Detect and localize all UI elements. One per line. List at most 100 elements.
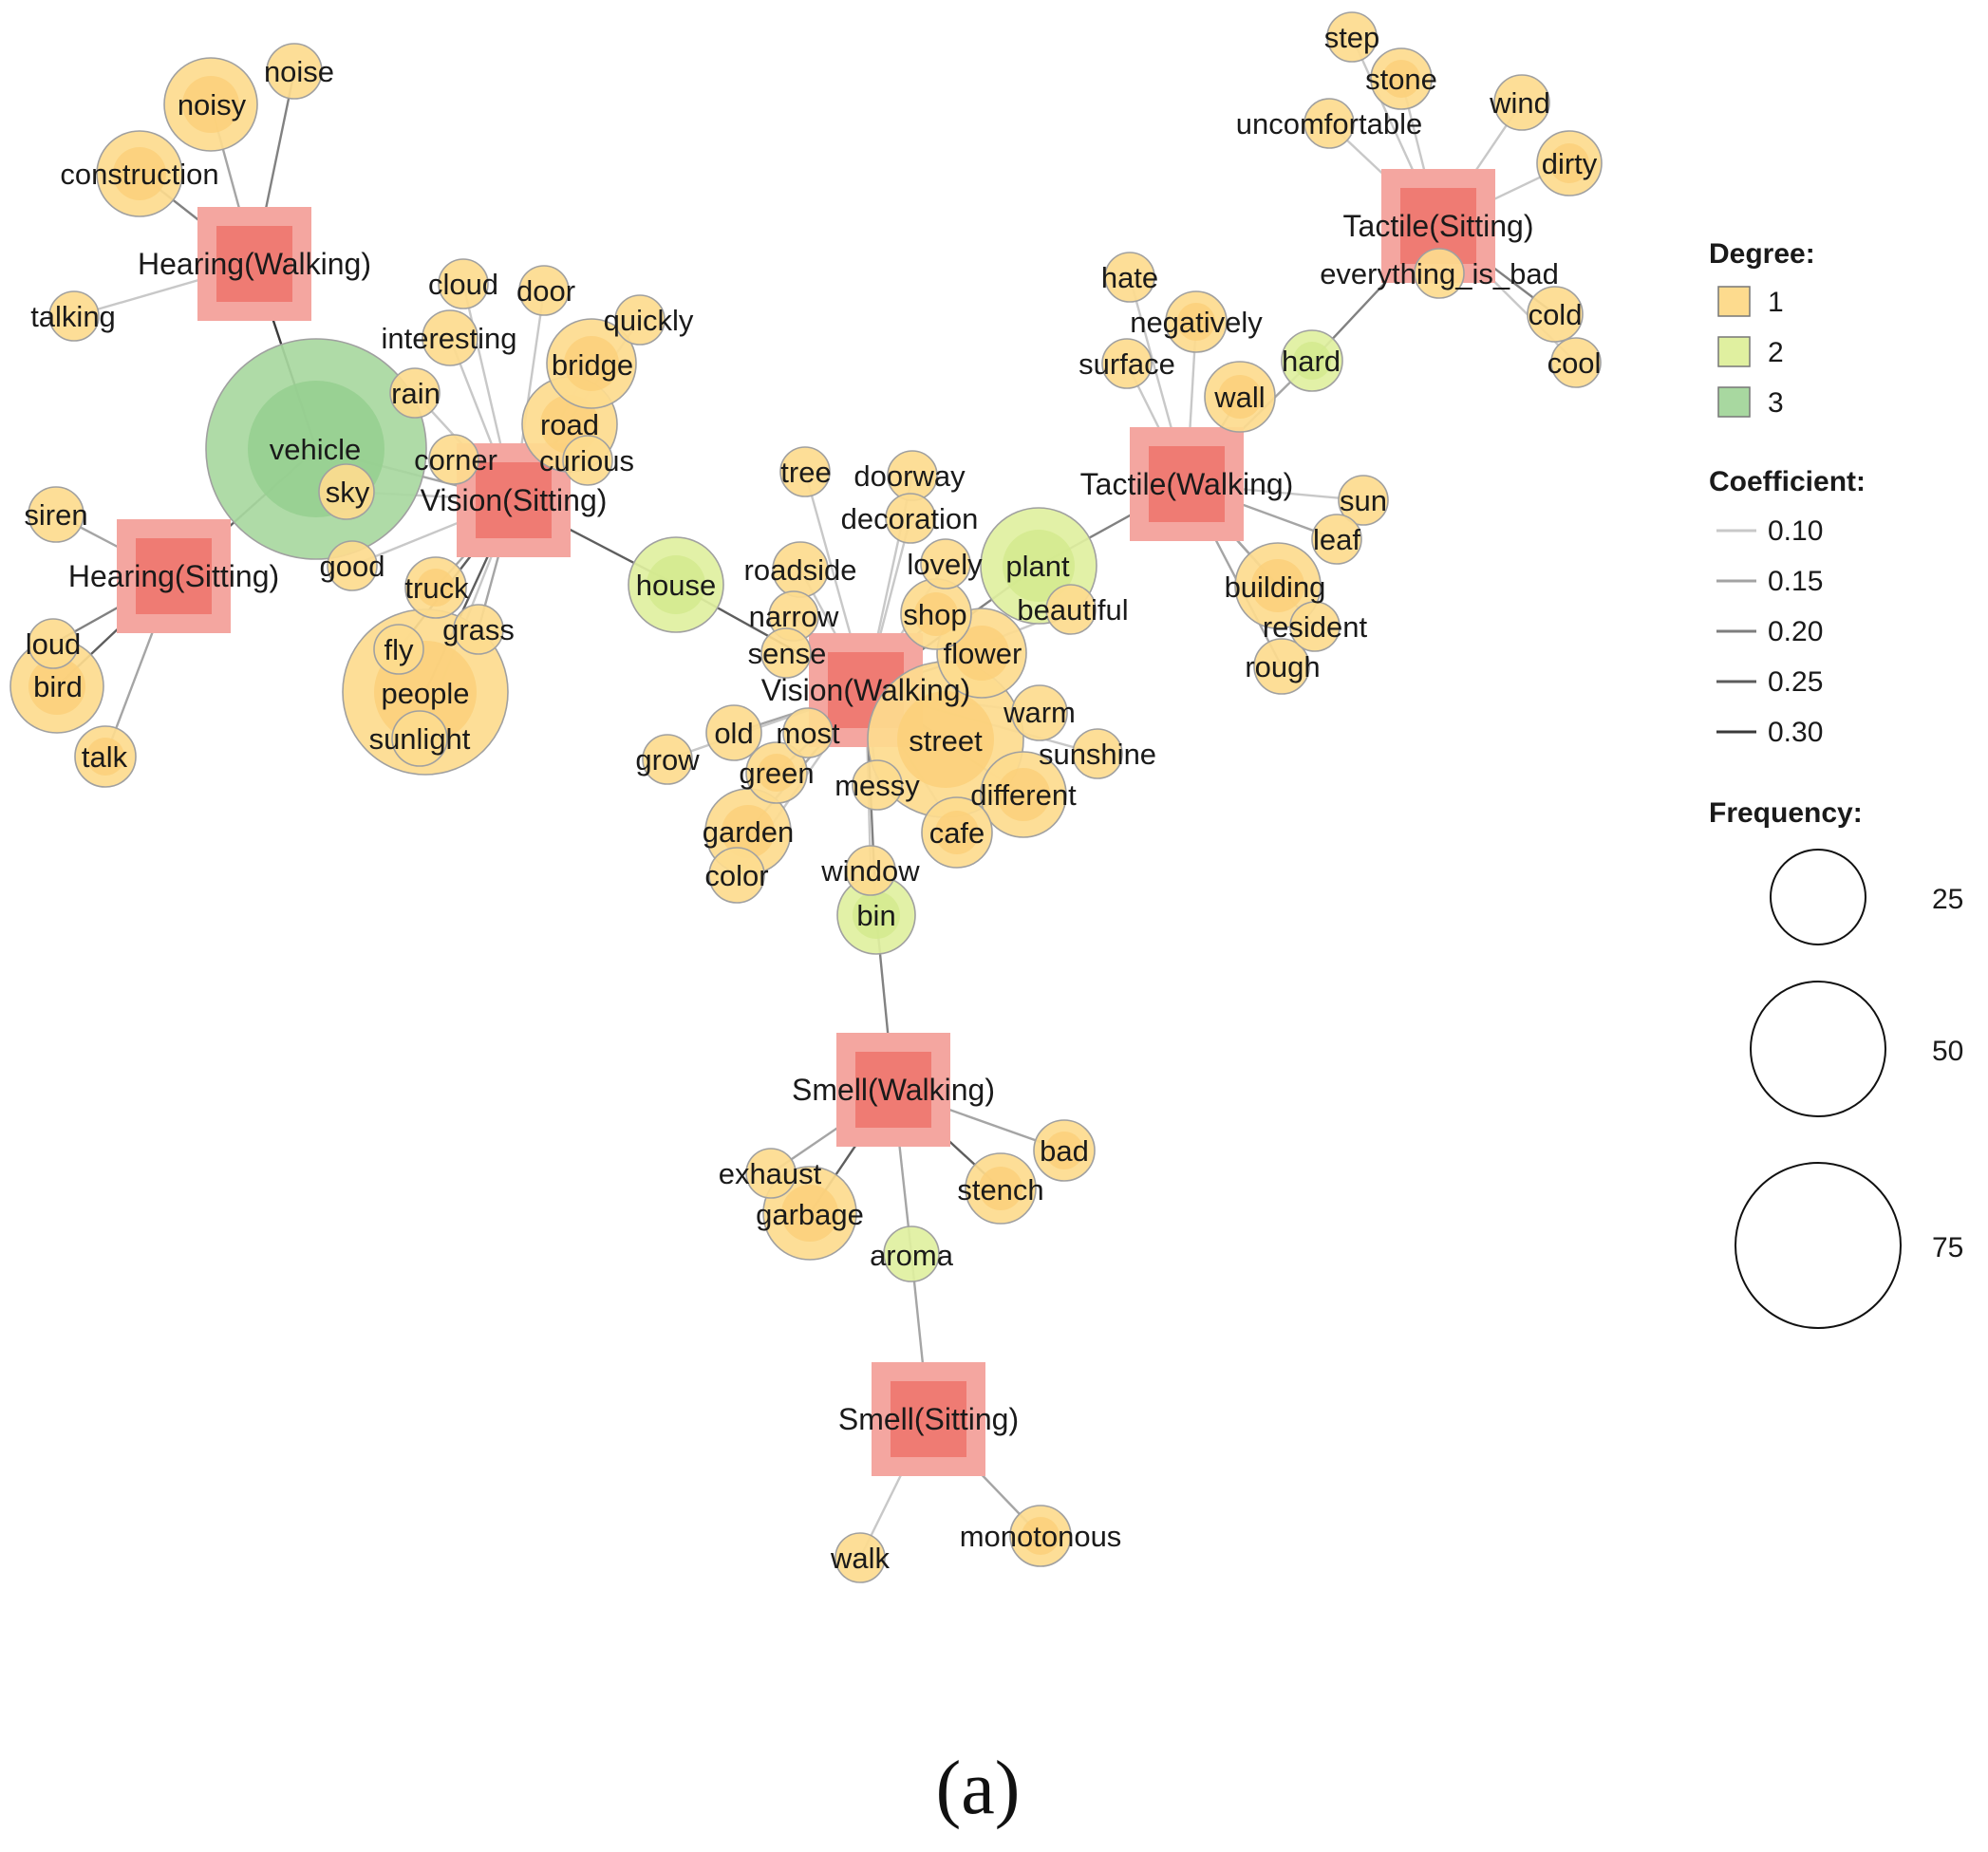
word-node-grass [453,604,504,655]
word-node-construction [96,130,183,217]
word-node-aroma [883,1225,940,1282]
word-node-loud [28,618,79,669]
word-node-bird [9,639,104,734]
word-node-step [1326,11,1378,63]
word-label-doorway: doorway [853,459,966,493]
word-node-cool [1550,337,1602,388]
word-node-core [954,626,1009,681]
word-label-quickly: quickly [604,304,694,337]
word-label-talk: talk [82,740,128,774]
word-node-circle [614,294,666,346]
word-node-rough [1253,638,1310,695]
word-node-circle [760,627,812,679]
word-node-stone [1370,47,1433,110]
word-node-circle [782,707,834,758]
word-node-circle [779,446,831,497]
word-node-stench [965,1152,1037,1225]
word-node-circle [1289,601,1341,652]
word-node-resident [1289,601,1341,652]
word-node-house [628,536,724,633]
category-node-smell-walking [836,1033,950,1147]
word-node-shop [900,578,972,650]
category-node-inner [891,1381,966,1457]
word-label-cool: cool [1547,346,1602,380]
word-node-circle [708,847,765,904]
legend-frequency-circle-75 [1735,1162,1902,1329]
word-node-sun [1338,475,1389,526]
word-node-circle [428,434,479,485]
category-node-inner [136,538,212,614]
legend-coefficient-title: Coefficient: [1709,466,1866,497]
word-node-circle [1303,98,1355,149]
legend-degree-label-3: 3 [1768,387,1784,419]
word-label-bird: bird [33,670,83,703]
word-node-tree [779,446,831,497]
word-node-everything-is-bad [1414,248,1465,299]
word-label-resident: resident [1263,610,1368,644]
word-label-uncomfortable: uncomfortable [1236,107,1422,140]
legend-coefficient-label-025: 0.25 [1768,666,1823,698]
word-node-sunlight [391,710,448,767]
word-node-core [86,738,124,776]
word-node-circle [835,1532,886,1583]
word-label-loud: loud [26,627,82,661]
word-node-window [845,845,896,896]
legend-degree-title: Degree: [1709,238,1815,270]
word-node-core [113,147,166,200]
word-label-vehicle: vehicle [270,433,362,466]
word-node-bridge [546,318,637,409]
word-node-core [722,805,775,858]
word-label-messy: messy [835,769,920,802]
word-label-grass: grass [442,613,515,646]
word-label-cloud: cloud [428,268,498,301]
word-label-exhaust: exhaust [719,1157,822,1190]
category-label-smell-sitting: Smell(Sitting) [838,1402,1019,1436]
word-node-core [979,1167,1022,1210]
category-label-vision-sitting: Vision(Sitting) [421,483,608,517]
word-label-construction: construction [60,158,218,191]
word-node-core [1382,60,1420,98]
word-label-people: people [381,677,469,710]
category-node-hearing-walking [197,207,311,321]
word-node-circle [373,624,424,675]
word-label-bin: bin [856,899,895,932]
word-label-curious: curious [539,444,634,477]
word-label-monotonous: monotonous [960,1520,1122,1553]
category-node-inner [216,226,292,302]
word-label-road: road [540,408,599,441]
word-node-circle [705,704,762,761]
word-node-walk [835,1532,886,1583]
word-node-circle [1414,248,1465,299]
word-label-sky: sky [326,476,370,509]
word-node-bin [836,875,916,955]
word-label-plant: plant [1005,550,1070,583]
word-label-negatively: negatively [1130,306,1263,339]
word-label-hate: hate [1101,261,1158,294]
word-node-circle [48,290,100,342]
word-node-hard [1281,329,1343,392]
word-label-door: door [516,274,575,308]
word-node-hate [1104,252,1155,303]
word-node-circle [1338,475,1389,526]
word-node-core [914,592,958,636]
word-node-monotonous [1009,1505,1072,1567]
word-label-decoration: decoration [841,502,979,535]
word-label-roadside: roadside [744,553,857,587]
word-node-circle [920,538,971,589]
word-node-circle [1072,728,1123,779]
legend: Degree: 1 2 3 Coefficient: 0.10 0.15 0.2… [1709,238,1963,1329]
word-label-garbage: garbage [756,1198,864,1231]
word-node-messy [852,759,903,811]
word-label-warm: warm [1003,696,1076,729]
category-label-hearing-walking: Hearing(Walking) [138,247,371,281]
word-label-aroma: aroma [870,1239,954,1272]
category-node-inner [476,462,552,538]
legend-degree-swatch-2 [1717,336,1751,367]
category-node-smell-sitting [872,1362,985,1476]
word-node-lovely [920,538,971,589]
word-label-narrow: narrow [749,600,839,633]
word-node-garden [704,788,792,875]
word-node-circle [327,540,378,591]
category-label-tactile-walking: Tactile(Walking) [1080,467,1294,501]
